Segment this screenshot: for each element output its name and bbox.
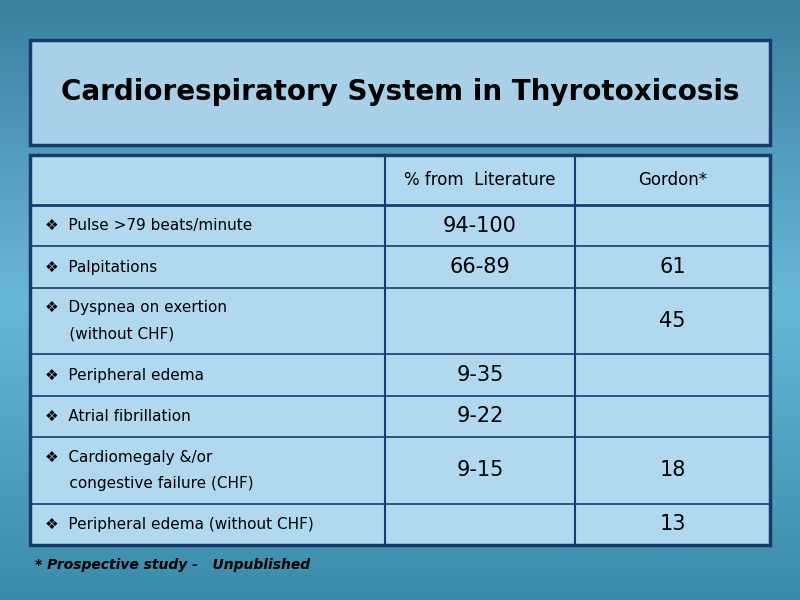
Text: ❖  Pulse >79 beats/minute: ❖ Pulse >79 beats/minute	[45, 218, 252, 233]
FancyBboxPatch shape	[30, 155, 770, 545]
Text: 66-89: 66-89	[450, 257, 510, 277]
Text: congestive failure (CHF): congestive failure (CHF)	[45, 476, 254, 491]
Text: 94-100: 94-100	[443, 216, 517, 236]
Text: 61: 61	[659, 257, 686, 277]
Text: ❖  Dyspnea on exertion: ❖ Dyspnea on exertion	[45, 301, 227, 316]
Text: 45: 45	[659, 311, 686, 331]
Text: 9-15: 9-15	[456, 460, 504, 481]
Text: ❖  Atrial fibrillation: ❖ Atrial fibrillation	[45, 409, 190, 424]
Text: Gordon*: Gordon*	[638, 171, 707, 189]
Text: * Prospective study -   Unpublished: * Prospective study - Unpublished	[35, 558, 310, 572]
Text: 18: 18	[659, 460, 686, 481]
Text: 13: 13	[659, 514, 686, 534]
Text: Cardiorespiratory System in Thyrotoxicosis: Cardiorespiratory System in Thyrotoxicos…	[61, 79, 739, 107]
Text: ❖  Cardiomegaly &/or: ❖ Cardiomegaly &/or	[45, 449, 212, 464]
Text: % from  Literature: % from Literature	[404, 171, 556, 189]
Text: ❖  Peripheral edema (without CHF): ❖ Peripheral edema (without CHF)	[45, 517, 314, 532]
Text: 9-35: 9-35	[456, 365, 504, 385]
Text: 9-22: 9-22	[456, 406, 504, 427]
Text: ❖  Palpitations: ❖ Palpitations	[45, 260, 158, 275]
Text: (without CHF): (without CHF)	[45, 327, 174, 342]
Text: ❖  Peripheral edema: ❖ Peripheral edema	[45, 368, 204, 383]
FancyBboxPatch shape	[30, 40, 770, 145]
